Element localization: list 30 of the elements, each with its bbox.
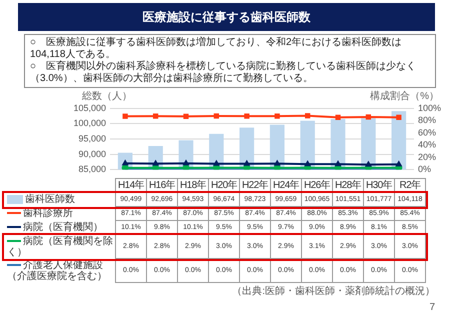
x-tick-label: H28年 bbox=[332, 178, 364, 192]
x-tick-label: H26年 bbox=[302, 178, 332, 192]
y2-tick-label: 100% bbox=[418, 102, 442, 113]
x-tick-label: R2年 bbox=[394, 178, 426, 192]
y-tick-label: 90,000 bbox=[78, 148, 106, 159]
y2-tick-label: 80% bbox=[418, 115, 436, 126]
x-tick-label: H14年 bbox=[116, 178, 146, 192]
y2-axis-title: 構成割合（%） bbox=[370, 91, 439, 102]
y-tick-label: 95,000 bbox=[78, 133, 106, 144]
y2-tick-label: 0% bbox=[418, 164, 432, 174]
text: 7 bbox=[428, 301, 435, 315]
y2-tick-label: 60% bbox=[418, 127, 436, 138]
y-tick-label: 105,000 bbox=[73, 102, 106, 113]
y2-tick-label: 40% bbox=[418, 140, 436, 150]
legend-label: 病院（医育機関） bbox=[4, 220, 116, 234]
x-tick-label: H20年 bbox=[208, 178, 240, 192]
y-tick-label: 85,000 bbox=[78, 164, 106, 174]
text: （出典:医師・歯科医師・薬剤師統計の概況） bbox=[232, 284, 435, 299]
y2-tick-label: 20% bbox=[418, 152, 436, 162]
x-tick-label: H22年 bbox=[240, 178, 270, 192]
y-tick-label: 100,000 bbox=[73, 118, 106, 128]
y-axis-title: 総数（人） bbox=[82, 91, 132, 102]
chart-subtitle: ○ 医療施設に従事する歯科医師数は増加しており、令和2年における歯科医師数は104,118人である。 ○ 医育機関以外の歯科系診療科を標榜している病院に勤務している歯科医師は少なく（3.0%）、歯科医師の大部分は歯科診療所にて勤務している。 bbox=[24, 34, 436, 88]
legend-label: 歯科医師数 bbox=[4, 192, 116, 206]
legend-label: 病院（医育機関を除く） bbox=[4, 234, 116, 258]
chart-title: 医療施設に従事する歯科医師数 bbox=[18, 3, 435, 31]
x-tick-label: H24年 bbox=[270, 178, 302, 192]
x-tick-label: H30年 bbox=[364, 178, 394, 192]
x-tick-label: H16年 bbox=[146, 178, 178, 192]
x-tick-label: H18年 bbox=[178, 178, 208, 192]
